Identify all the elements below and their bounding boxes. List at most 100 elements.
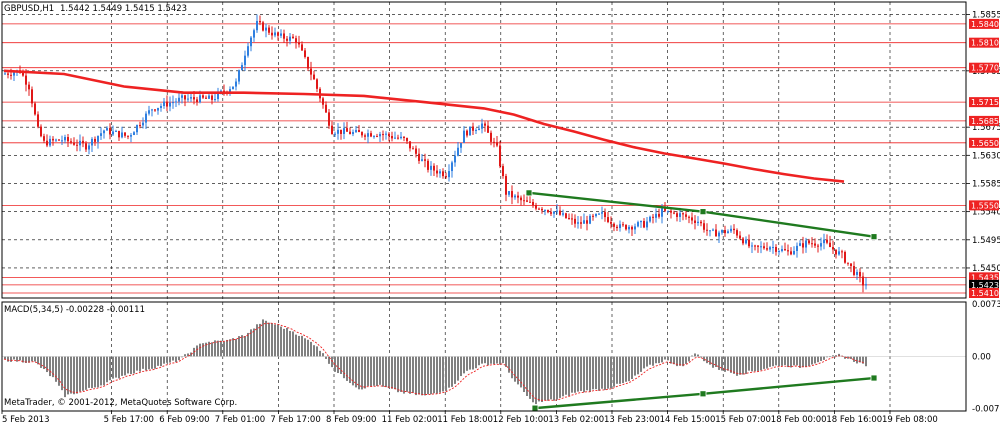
candle-body	[829, 242, 831, 248]
candle-body	[316, 79, 318, 89]
macd-bar	[733, 356, 735, 374]
candle-body	[859, 271, 861, 277]
candle-body	[28, 84, 30, 90]
macd-bar	[649, 356, 651, 365]
candle-body	[508, 191, 510, 195]
candle-body	[559, 210, 561, 215]
candle-body	[154, 109, 156, 111]
candle-body	[400, 136, 402, 139]
macd-bar	[391, 356, 393, 389]
macd-bar	[787, 356, 789, 368]
macd-bar	[133, 356, 135, 374]
macd-bar	[352, 356, 354, 386]
candle-body	[679, 213, 681, 217]
candle-body	[853, 266, 855, 275]
candle-body	[760, 246, 762, 248]
candle-body	[856, 271, 858, 275]
trendline-handle[interactable]	[525, 189, 533, 197]
level-price-label: 1.5650	[971, 139, 999, 148]
candle-body	[322, 98, 324, 105]
trendline-handle[interactable]	[870, 374, 878, 382]
macd-bar	[523, 356, 525, 393]
macd-bar	[844, 356, 846, 359]
macd-bar	[169, 356, 171, 363]
macd-bar	[361, 356, 363, 390]
candle-body	[418, 153, 420, 161]
candle-body	[136, 125, 138, 133]
macd-bar	[508, 356, 510, 373]
macd-bar	[406, 356, 408, 392]
trendline-handle[interactable]	[699, 208, 707, 216]
macd-bar	[49, 356, 51, 377]
macd-bar	[415, 356, 417, 396]
candle-body	[94, 138, 96, 142]
macd-bar	[175, 356, 177, 363]
candle-body	[817, 245, 819, 247]
candle-body	[568, 218, 570, 220]
time-tick-label: 15 Feb 07:00	[715, 415, 771, 425]
candle-body	[763, 246, 765, 249]
macd-bar	[679, 356, 681, 366]
macd-bar	[790, 356, 792, 368]
candle-body	[199, 95, 201, 103]
candle-body	[517, 195, 519, 198]
candle-body	[655, 213, 657, 218]
macd-bar	[286, 327, 288, 357]
trendline-handle[interactable]	[870, 233, 878, 241]
macd-bar	[304, 338, 306, 357]
candle-body	[181, 95, 183, 98]
macd-bar	[559, 356, 561, 398]
candle-body	[148, 110, 150, 114]
macd-bar	[25, 356, 27, 363]
macd-bar	[64, 356, 66, 398]
candle-body	[595, 213, 597, 217]
macd-bar	[850, 356, 852, 359]
macd-bar	[448, 356, 450, 388]
trendline-handle[interactable]	[531, 404, 539, 412]
macd-bar	[418, 356, 420, 395]
macd-bar	[196, 345, 198, 357]
macd-bar	[145, 356, 147, 371]
macd-bar	[571, 356, 573, 393]
candle-body	[850, 263, 852, 267]
candle-body	[193, 97, 195, 100]
macd-trendline	[531, 374, 878, 412]
candle-body	[346, 128, 348, 132]
time-tick-label: 13 Feb 23:00	[604, 415, 660, 425]
macd-bar	[16, 356, 18, 362]
macd-bar	[385, 356, 387, 388]
candle-body	[781, 249, 783, 252]
candle-body	[682, 213, 684, 215]
candle-body	[331, 125, 333, 135]
macd-bar	[754, 356, 756, 372]
macd-bar	[256, 324, 258, 357]
macd-bar	[706, 356, 708, 364]
candle-body	[520, 197, 522, 201]
candle-body	[46, 140, 48, 146]
candle-body	[751, 245, 753, 247]
macd-bar	[562, 356, 564, 397]
candle-body	[163, 101, 165, 107]
candle-body	[52, 138, 54, 141]
macd-bar	[511, 356, 513, 379]
macd-bar	[814, 356, 816, 364]
macd-tick-label: -0.00727	[972, 405, 1000, 415]
macd-bar	[109, 356, 111, 381]
macd-bar	[73, 356, 75, 395]
candle-body	[667, 210, 669, 212]
macd-bar	[721, 356, 723, 371]
macd-bar	[28, 356, 30, 363]
macd-bar	[652, 356, 654, 366]
macd-bar	[517, 356, 519, 385]
candle-body	[844, 251, 846, 263]
macd-bar	[589, 356, 591, 392]
price-axis: 1.58551.57651.56751.56301.55851.55401.54…	[966, 11, 1000, 415]
candle-body	[274, 32, 276, 36]
macd-bar	[247, 332, 249, 357]
macd-bar	[730, 356, 732, 373]
trendline-handle[interactable]	[699, 390, 707, 398]
level-price-tag	[969, 272, 999, 283]
candle-body	[799, 243, 801, 246]
